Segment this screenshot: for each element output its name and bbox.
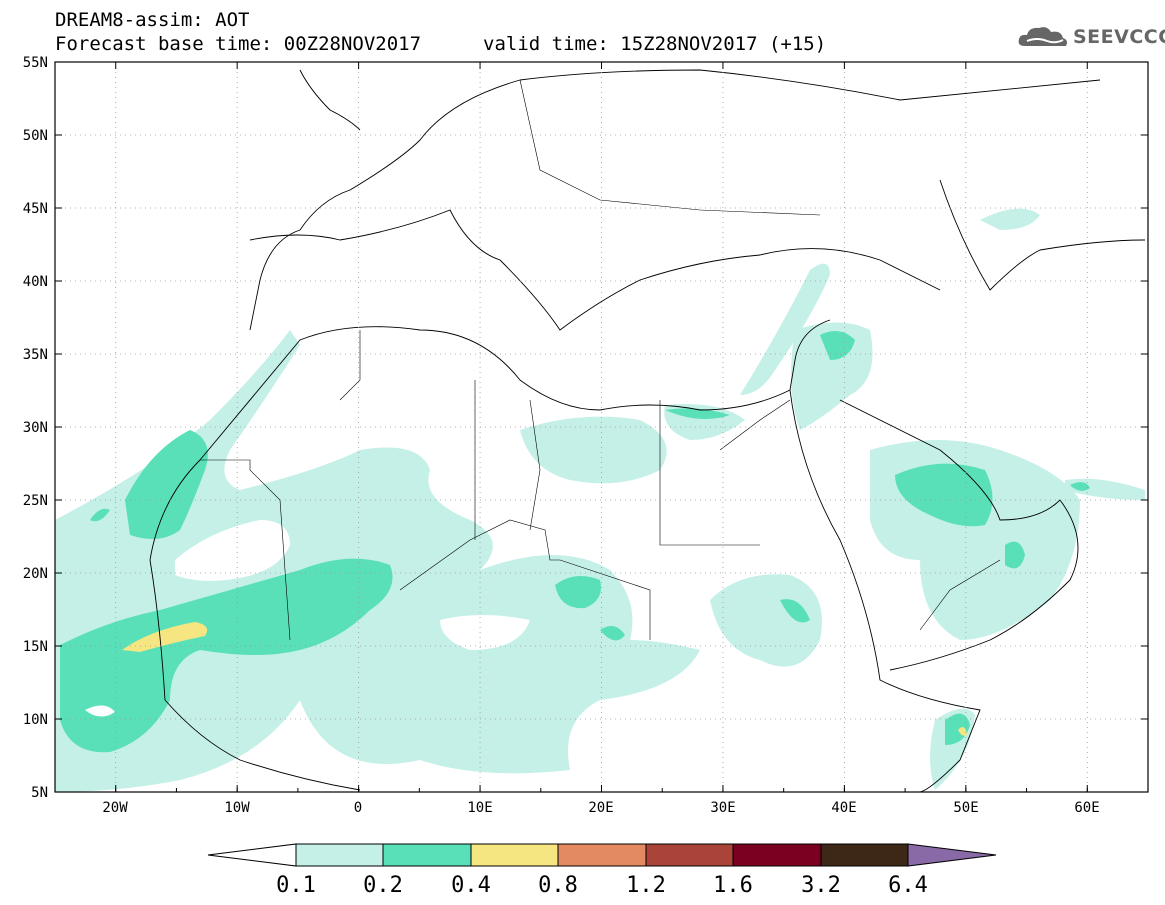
forecast-base-time: Forecast base time: 00Z28NOV2017: [55, 33, 422, 55]
lat-tick-label: 25N: [23, 493, 48, 509]
lat-tick-label: 45N: [23, 201, 48, 217]
lat-tick-label: 20N: [23, 566, 48, 582]
axis-ticks: [54, 61, 1149, 793]
colorbar-label: 3.2: [801, 873, 841, 898]
colorbar-label: 1.6: [713, 873, 753, 898]
colorbar-swatch: [295, 843, 384, 867]
lon-tick-label: 10W: [224, 800, 250, 816]
lon-tick-label: 0: [354, 800, 362, 816]
borders: [200, 79, 1001, 641]
lat-tick-label: 50N: [23, 128, 48, 144]
colorbar-label: 1.2: [626, 873, 666, 898]
lat-axis: 5N 10N 15N 20N 25N 30N 35N 40N 45N 50N 5…: [23, 55, 48, 801]
lat-tick-label: 40N: [23, 274, 48, 290]
colorbar-label: 0.4: [451, 873, 491, 898]
lat-tick-label: 15N: [23, 639, 48, 655]
valid-time: valid time: 15Z28NOV2017 (+15): [483, 33, 827, 55]
lon-tick-label: 40E: [831, 800, 856, 816]
lon-tick-label: 20E: [588, 800, 613, 816]
colorbar-swatch: [557, 843, 647, 867]
colorbar-swatch: [645, 843, 734, 867]
lat-tick-label: 5N: [31, 785, 48, 801]
colorbar-swatch: [820, 843, 909, 867]
colorbar-under-arrow: [207, 843, 297, 867]
lon-tick-label: 10E: [467, 800, 492, 816]
aot-level-0.2: [60, 331, 1090, 753]
lon-tick-label: 60E: [1074, 800, 1099, 816]
aot-level-0.4: [122, 622, 967, 736]
colorbar-swatch: [732, 843, 822, 867]
colorbar-label: 0.2: [363, 873, 403, 898]
aot-clear-areas: [85, 520, 530, 717]
colorbar-swatch: [382, 843, 472, 867]
logo-text: SEEVCCC: [1073, 26, 1165, 48]
colorbar-label: 0.8: [538, 873, 578, 898]
colorbar-label: 0.1: [276, 873, 316, 898]
colorbar-swatch: [470, 843, 559, 867]
lat-tick-label: 55N: [23, 55, 48, 71]
colorbar: 0.1 0.2 0.4 0.8 1.2 1.6 3.2 6.4: [207, 843, 997, 898]
lon-tick-label: 30E: [710, 800, 735, 816]
colorbar-label: 6.4: [888, 873, 928, 898]
lat-tick-label: 30N: [23, 420, 48, 436]
aot-shading: [55, 208, 1145, 792]
lat-tick-label: 35N: [23, 347, 48, 363]
seevccc-logo: SEEVCCC: [1017, 24, 1165, 50]
gridlines: [55, 62, 1148, 792]
lon-tick-label: 20W: [102, 800, 128, 816]
lon-tick-label: 50E: [953, 800, 978, 816]
cloud-icon: [1018, 27, 1067, 46]
chart-title: DREAM8-assim: AOT: [55, 9, 250, 31]
lon-axis: 20W 10W 0 10E 20E 30E 40E 50E 60E: [102, 800, 1099, 816]
colorbar-over-arrow: [907, 843, 997, 867]
lat-tick-label: 10N: [23, 712, 48, 728]
